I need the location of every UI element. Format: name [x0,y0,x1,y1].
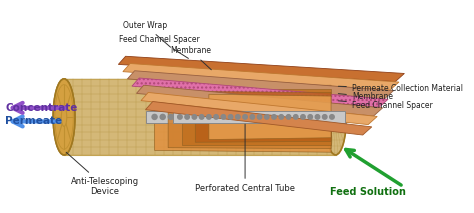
Circle shape [168,114,173,119]
Circle shape [322,115,327,119]
Ellipse shape [53,79,75,155]
Polygon shape [123,63,399,90]
Polygon shape [155,82,331,152]
Circle shape [299,114,304,119]
Circle shape [274,114,279,119]
Circle shape [330,115,334,119]
Polygon shape [195,92,331,142]
Circle shape [272,115,276,119]
Circle shape [308,115,312,119]
Circle shape [323,114,328,119]
Circle shape [178,115,182,119]
Polygon shape [132,78,388,107]
Polygon shape [173,111,345,123]
Ellipse shape [61,107,67,126]
Text: Anti-Telescoping
Device: Anti-Telescoping Device [66,152,139,196]
Text: Permeate Collection Material: Permeate Collection Material [338,84,463,93]
Text: Membrane: Membrane [170,46,211,70]
Ellipse shape [325,79,346,155]
Text: Permeate: Permeate [5,117,63,127]
Circle shape [152,114,157,119]
Polygon shape [141,92,377,125]
Circle shape [217,114,222,119]
Circle shape [236,115,240,119]
Circle shape [225,114,230,119]
Text: Feed Channel Spacer: Feed Channel Spacer [118,36,200,58]
Circle shape [242,114,246,119]
Circle shape [286,115,291,119]
Circle shape [184,114,190,119]
Circle shape [315,114,320,119]
Circle shape [243,115,247,119]
Circle shape [209,114,214,119]
Circle shape [201,114,206,119]
Polygon shape [182,89,331,145]
Polygon shape [128,71,393,99]
Circle shape [250,115,255,119]
Circle shape [250,114,255,119]
Text: Concentrate: Concentrate [5,103,78,113]
Circle shape [315,115,320,119]
Circle shape [283,114,287,119]
Circle shape [192,115,197,119]
Circle shape [214,115,219,119]
Circle shape [193,114,198,119]
Circle shape [307,114,312,119]
Circle shape [258,114,263,119]
Circle shape [207,115,211,119]
Polygon shape [146,102,372,135]
Text: Feed Solution: Feed Solution [330,187,406,197]
Ellipse shape [61,107,67,126]
Polygon shape [146,111,346,123]
Circle shape [234,114,238,119]
Circle shape [257,115,262,119]
Polygon shape [168,85,331,149]
Text: Feed Channel Spacer: Feed Channel Spacer [338,101,433,110]
Circle shape [293,115,298,119]
Circle shape [228,115,233,119]
Circle shape [200,115,204,119]
Ellipse shape [53,79,75,155]
Circle shape [160,114,165,119]
Text: Membrane: Membrane [338,92,393,102]
Polygon shape [137,85,383,116]
Circle shape [301,115,305,119]
Circle shape [266,114,271,119]
Circle shape [331,114,337,119]
Circle shape [185,115,190,119]
Polygon shape [64,79,336,155]
Text: Perforated Central Tube: Perforated Central Tube [195,124,295,193]
Text: Outer Wrap: Outer Wrap [123,21,171,47]
Circle shape [264,115,269,119]
Polygon shape [209,94,331,140]
Polygon shape [118,56,404,82]
Circle shape [291,114,296,119]
Circle shape [221,115,226,119]
Circle shape [279,115,283,119]
Circle shape [176,114,182,119]
